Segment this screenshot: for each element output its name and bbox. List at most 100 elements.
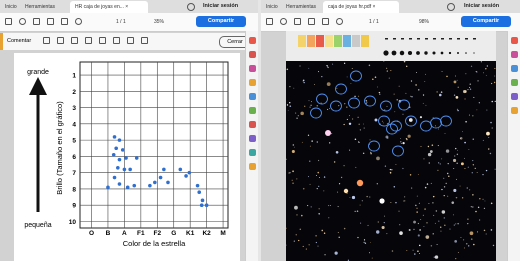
star (303, 246, 304, 247)
zoom[interactable]: 98% (419, 19, 429, 25)
tab[interactable]: caja de joyas hr.pdf × (328, 4, 375, 10)
star (366, 103, 367, 104)
share-button[interactable]: Compartir (461, 16, 511, 27)
star (404, 196, 405, 197)
tool-icon[interactable] (511, 65, 518, 72)
star (451, 201, 454, 204)
star (418, 174, 419, 175)
star (302, 142, 303, 143)
star (484, 201, 485, 202)
star (319, 214, 320, 215)
tool-icon[interactable] (249, 135, 256, 142)
star (431, 245, 432, 246)
star (363, 153, 364, 154)
size-swatch (441, 52, 444, 55)
tab[interactable]: Inicio (266, 4, 278, 10)
chart: grande pequeña Brillo (Tamaño en el gráf… (0, 0, 258, 261)
star (370, 153, 372, 155)
star (387, 70, 388, 71)
star (308, 68, 309, 69)
star (435, 223, 436, 224)
tool-icon[interactable] (249, 51, 256, 58)
star (349, 197, 350, 198)
star (433, 233, 434, 234)
star (347, 76, 348, 77)
star (360, 129, 361, 130)
star-icon[interactable] (280, 18, 287, 25)
star-point (188, 171, 192, 175)
star (370, 242, 371, 243)
star (326, 65, 327, 66)
star (418, 223, 419, 224)
star (317, 172, 319, 174)
star (444, 186, 445, 187)
star (382, 121, 383, 122)
star (387, 138, 388, 139)
size-swatch (392, 51, 397, 56)
sign-in[interactable]: Iniciar sesión (464, 3, 499, 9)
star (411, 187, 412, 188)
tool-icon[interactable] (249, 65, 256, 72)
star (344, 103, 345, 104)
star (438, 221, 439, 222)
upload-icon[interactable] (294, 18, 301, 25)
star (401, 143, 402, 144)
star-point (201, 199, 205, 203)
tab[interactable]: Herramientas (286, 4, 316, 10)
print-icon[interactable] (308, 18, 315, 25)
star (481, 61, 482, 62)
star (386, 233, 387, 234)
star (390, 169, 391, 170)
tool-icon[interactable] (511, 79, 518, 86)
tool-icon[interactable] (249, 37, 256, 44)
star (387, 123, 388, 124)
mail-icon[interactable] (322, 18, 329, 25)
star (435, 255, 438, 258)
tool-icon[interactable] (511, 37, 518, 44)
star (398, 211, 399, 212)
tool-icon[interactable] (249, 163, 256, 170)
star (492, 101, 494, 103)
star (418, 89, 419, 90)
star (298, 115, 299, 116)
star (339, 183, 340, 184)
star (316, 175, 317, 176)
star (486, 132, 490, 136)
tool-icon[interactable] (249, 121, 256, 128)
tool-icon[interactable] (511, 51, 518, 58)
star (411, 80, 412, 81)
star (434, 257, 435, 258)
star (473, 164, 474, 165)
tool-icon[interactable] (249, 107, 256, 114)
star (429, 162, 430, 163)
star (484, 208, 485, 209)
tool-icon[interactable] (511, 93, 518, 100)
star (352, 196, 355, 199)
star (464, 248, 465, 249)
x-tick-label: M (220, 230, 225, 237)
tool-icon[interactable] (249, 149, 256, 156)
star (309, 161, 310, 162)
star (300, 65, 301, 66)
new-icon[interactable] (266, 18, 273, 25)
size-swatch (465, 52, 467, 54)
star-point (124, 156, 128, 160)
star (369, 252, 370, 253)
tool-icon[interactable] (511, 107, 518, 114)
y-tick-label: 8 (72, 186, 76, 193)
tool-icon[interactable] (249, 79, 256, 86)
help-icon[interactable] (447, 3, 455, 11)
tool-icon[interactable] (249, 93, 256, 100)
search-icon[interactable] (336, 18, 343, 25)
star (358, 96, 359, 97)
page-indicator[interactable]: 1 / 1 (369, 19, 379, 25)
star (402, 168, 403, 169)
star (310, 107, 311, 108)
star (336, 88, 337, 89)
star-point (116, 166, 120, 170)
star (396, 164, 397, 165)
star-point (118, 158, 122, 162)
star (432, 144, 434, 146)
star (488, 137, 489, 138)
star (468, 149, 469, 150)
